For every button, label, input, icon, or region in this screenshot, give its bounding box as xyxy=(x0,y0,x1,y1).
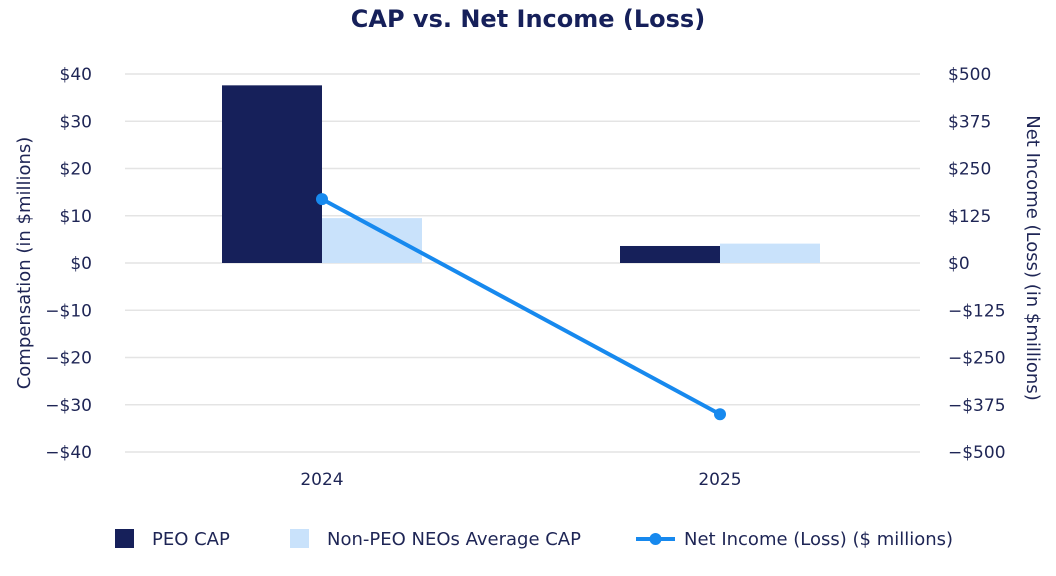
right-tick-label: $250 xyxy=(948,160,991,180)
category-label-2024: 2024 xyxy=(300,470,343,490)
left-tick-label: −$30 xyxy=(45,396,92,416)
left-tick-label: $10 xyxy=(60,207,92,227)
net-income-point-2024 xyxy=(316,193,328,206)
right-tick-label: −$500 xyxy=(948,443,1006,463)
legend-swatch xyxy=(290,529,309,548)
right-tick-label: $375 xyxy=(948,112,991,132)
right-tick-label: −$125 xyxy=(948,301,1006,321)
left-tick-label: $30 xyxy=(60,112,92,132)
left-axis-ticks: $40 $30 $20 $10 $0 −$10 −$20 −$30 −$40 xyxy=(45,65,92,463)
right-tick-label: $125 xyxy=(948,207,991,227)
left-tick-label: $0 xyxy=(70,254,92,274)
chart-title: CAP vs. Net Income (Loss) xyxy=(351,5,705,33)
net-income-line xyxy=(321,197,721,416)
legend-label: Net Income (Loss) ($ millions) xyxy=(684,529,953,550)
left-tick-label: −$10 xyxy=(45,301,92,321)
right-axis-ticks: $500 $375 $250 $125 $0 −$125 −$250 −$375 −$500 xyxy=(948,65,1006,463)
left-tick-label: $40 xyxy=(60,65,92,85)
legend-item-non-peo-neos-average-cap: Non-PEO NEOs Average CAP xyxy=(290,529,581,550)
left-tick-label: −$40 xyxy=(45,443,92,463)
left-tick-label: −$20 xyxy=(45,349,92,369)
legend-label: PEO CAP xyxy=(152,529,230,550)
net-income-line-series xyxy=(316,193,726,421)
right-tick-label: −$250 xyxy=(948,349,1006,369)
right-axis-label: Net Income (Loss) (in $millions) xyxy=(1022,115,1043,401)
right-tick-label: $500 xyxy=(948,65,991,85)
net-income-point-2025 xyxy=(714,408,726,421)
bar-peo-cap-2025 xyxy=(620,245,720,263)
left-tick-label: $20 xyxy=(60,160,92,180)
legend-swatch xyxy=(115,529,134,548)
legend-label: Non-PEO NEOs Average CAP xyxy=(327,529,581,550)
bar-series xyxy=(222,85,820,263)
legend: PEO CAP Non-PEO NEOs Average CAP Net Incom… xyxy=(115,529,953,550)
bar-peo-cap-2024 xyxy=(222,85,322,263)
x-axis-categories: 2024 2025 xyxy=(300,470,741,490)
right-tick-label: $0 xyxy=(948,254,970,274)
bar-non-peo-neos-average-cap-2025 xyxy=(720,243,820,263)
legend-item-net-income-loss-millions: Net Income (Loss) ($ millions) xyxy=(636,529,953,550)
legend-marker xyxy=(649,533,662,545)
category-label-2025: 2025 xyxy=(698,470,741,490)
legend-item-peo-cap: PEO CAP xyxy=(115,529,230,550)
right-tick-label: −$375 xyxy=(948,396,1006,416)
left-axis-label: Compensation (in $millions) xyxy=(14,137,35,390)
